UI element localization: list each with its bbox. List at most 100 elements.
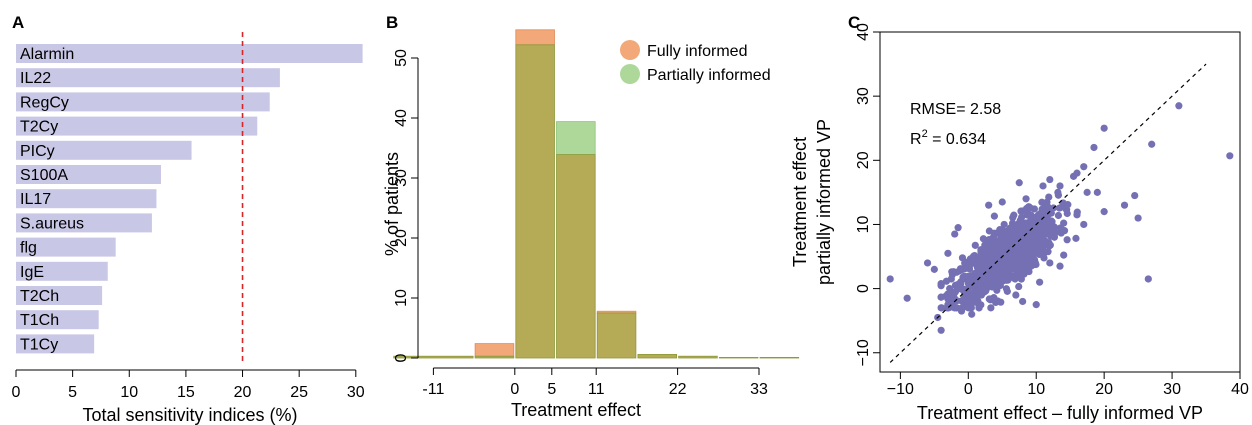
bar-label-flg: flg <box>20 240 37 257</box>
scatter-point <box>1004 236 1013 244</box>
scatter-point <box>1056 262 1064 270</box>
scatter-point <box>944 301 952 309</box>
scatter-point <box>996 230 1004 238</box>
panel-b-x-tick-label: 0 <box>510 381 519 398</box>
panel-b-label: B <box>386 13 398 32</box>
scatter-point <box>985 295 993 303</box>
panel-c-plot-frame <box>879 31 1241 373</box>
scatter-point <box>964 272 972 280</box>
scatter-point <box>951 230 959 238</box>
scatter-point <box>1131 191 1139 200</box>
r2-superscript: 2 <box>922 128 928 140</box>
bar-overlap <box>556 154 596 359</box>
panel-c-identity-line <box>889 63 1207 363</box>
scatter-point <box>1038 198 1046 206</box>
bar-t2ch <box>16 286 103 305</box>
panel-a-x-tick-label: 0 <box>12 384 21 401</box>
bar-label-ige: IgE <box>20 264 44 281</box>
panel-a-x-tick-label: 5 <box>68 384 77 401</box>
scatter-point <box>998 239 1006 247</box>
panel-b-y-axis: 0 10 20 30 40 50 <box>393 49 419 362</box>
bar-overlap <box>678 355 718 359</box>
scatter-point <box>1017 275 1025 283</box>
bar-ige <box>16 261 108 281</box>
scatter-point <box>1144 275 1152 283</box>
scatter-point <box>1039 182 1047 190</box>
scatter-point <box>1039 237 1047 246</box>
bar-overlap <box>718 356 759 359</box>
bar-il17 <box>16 189 157 209</box>
bar-s100a <box>16 165 161 184</box>
bar-label-alarmin: Alarmin <box>20 46 74 63</box>
panel-c-r2-annotation: R2 = 0.634 <box>910 128 986 148</box>
scatter-point <box>1175 102 1183 110</box>
panel-c-label: C <box>848 13 860 32</box>
bar-label-s-aureus: S.aureus <box>20 215 84 232</box>
scatter-point <box>1100 208 1108 216</box>
panel-a-x-axis-title: Total sensitivity indices (%) <box>82 405 297 425</box>
scatter-point <box>1120 201 1129 209</box>
panel-c-x-tick-label: 30 <box>1163 381 1181 398</box>
panel-c-y-tick-label: 20 <box>855 151 872 169</box>
panel-b-x-tick-label: 33 <box>750 381 768 398</box>
panel-a-label: A <box>12 13 24 32</box>
panel-c-x-tick-label: 20 <box>1095 381 1113 398</box>
scatter-point <box>997 298 1005 306</box>
scatter-point <box>1069 172 1078 180</box>
panel-b-x-axis-title: Treatment effect <box>511 400 641 420</box>
panel-a: A Alarmin IL22 RegCy T2Cy PICy S100A IL17 S.aur… <box>12 13 365 425</box>
scatter-point <box>970 296 978 304</box>
scatter-point <box>1010 211 1018 219</box>
bar-label-il17: IL17 <box>20 191 51 208</box>
panel-a-x-tick-label: 20 <box>234 384 252 401</box>
scatter-point <box>988 283 996 291</box>
scatter-point <box>1032 301 1040 309</box>
scatter-point <box>969 259 977 267</box>
scatter-point <box>1029 261 1038 269</box>
scatter-point <box>1027 238 1036 247</box>
scatter-point <box>956 283 964 291</box>
scatter-point <box>1051 229 1060 237</box>
scatter-point <box>946 284 954 293</box>
bar-overlap <box>393 355 474 359</box>
scatter-point <box>1015 179 1023 187</box>
scatter-point <box>951 288 960 296</box>
scatter-point <box>1015 282 1023 291</box>
panel-a-bars <box>16 44 363 354</box>
scatter-point <box>1083 188 1091 196</box>
panel-c-x-tick-label: 0 <box>964 381 973 398</box>
panel-a-x-tick-label: 25 <box>290 384 308 401</box>
scatter-point <box>903 294 911 302</box>
scatter-point <box>998 198 1006 206</box>
scatter-point <box>1072 234 1080 242</box>
scatter-point <box>980 280 988 288</box>
scatter-point <box>1002 276 1010 284</box>
scatter-point <box>975 255 983 263</box>
scatter-point <box>1035 250 1043 259</box>
scatter-point <box>1029 219 1037 227</box>
scatter-point <box>1054 188 1062 196</box>
r2-prefix: R <box>910 131 922 148</box>
scatter-point <box>990 229 998 237</box>
panel-b-x-tick-label: -11 <box>422 381 444 398</box>
scatter-point <box>1054 211 1063 220</box>
scatter-point <box>1027 211 1035 219</box>
scatter-point <box>981 286 989 294</box>
bar-t1ch <box>16 310 99 330</box>
scatter-point <box>937 293 945 301</box>
panel-b-y-tick-label: 0 <box>393 353 410 362</box>
bar-label-picy: PICy <box>20 143 55 160</box>
bar-label-il22: IL22 <box>20 70 51 87</box>
bar-label-s100a: S100A <box>20 167 68 184</box>
scatter-point <box>984 236 992 245</box>
panel-c-x-tick-label: 10 <box>1027 381 1045 398</box>
bar-overlap <box>474 355 515 359</box>
scatter-point <box>960 294 969 302</box>
scatter-point <box>1073 211 1081 219</box>
scatter-point <box>944 290 952 298</box>
scatter-point <box>1100 124 1108 132</box>
panel-b-y-tick-label: 30 <box>393 169 410 187</box>
panel-c-x-axis: −10 0 10 20 30 40 <box>887 372 1249 398</box>
scatter-point <box>1012 225 1020 233</box>
scatter-point <box>1060 219 1068 227</box>
